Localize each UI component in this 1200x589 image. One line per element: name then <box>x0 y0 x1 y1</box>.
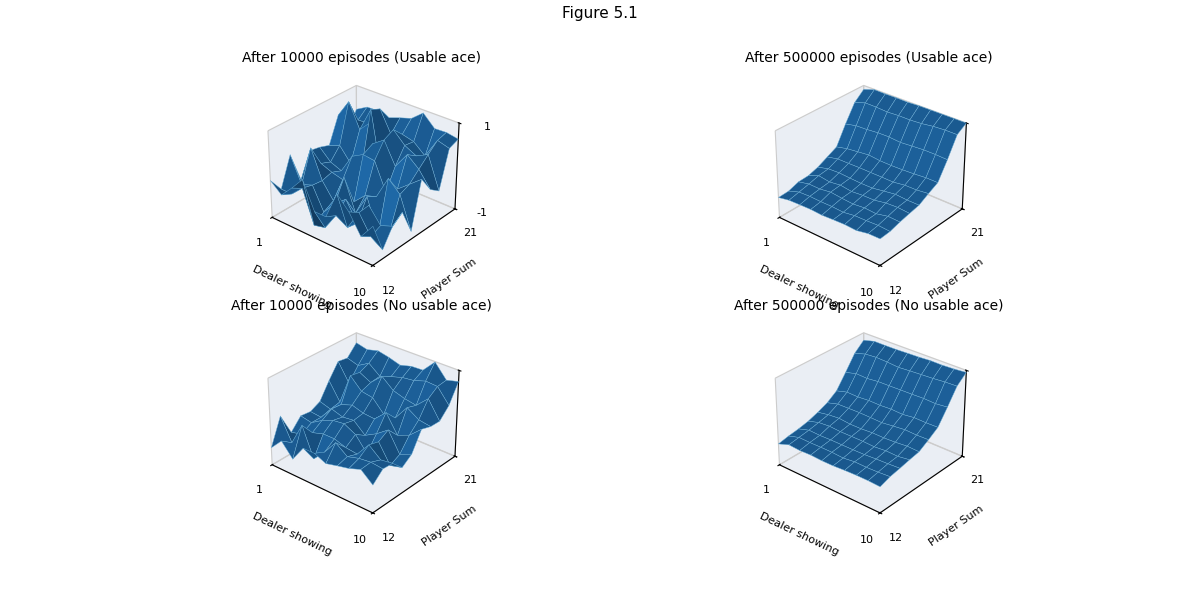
Y-axis label: Player Sum: Player Sum <box>928 257 985 301</box>
Y-axis label: Player Sum: Player Sum <box>928 504 985 548</box>
X-axis label: Dealer showing: Dealer showing <box>251 264 334 310</box>
Y-axis label: Player Sum: Player Sum <box>420 257 479 301</box>
Title: After 10000 episodes (No usable ace): After 10000 episodes (No usable ace) <box>230 299 492 313</box>
Y-axis label: Player Sum: Player Sum <box>420 504 479 548</box>
X-axis label: Dealer showing: Dealer showing <box>251 511 334 558</box>
Title: After 500000 episodes (Usable ace): After 500000 episodes (Usable ace) <box>745 51 992 65</box>
X-axis label: Dealer showing: Dealer showing <box>758 264 840 310</box>
Title: After 500000 episodes (No usable ace): After 500000 episodes (No usable ace) <box>734 299 1003 313</box>
X-axis label: Dealer showing: Dealer showing <box>758 511 840 558</box>
Text: Figure 5.1: Figure 5.1 <box>562 6 638 21</box>
Title: After 10000 episodes (Usable ace): After 10000 episodes (Usable ace) <box>242 51 481 65</box>
